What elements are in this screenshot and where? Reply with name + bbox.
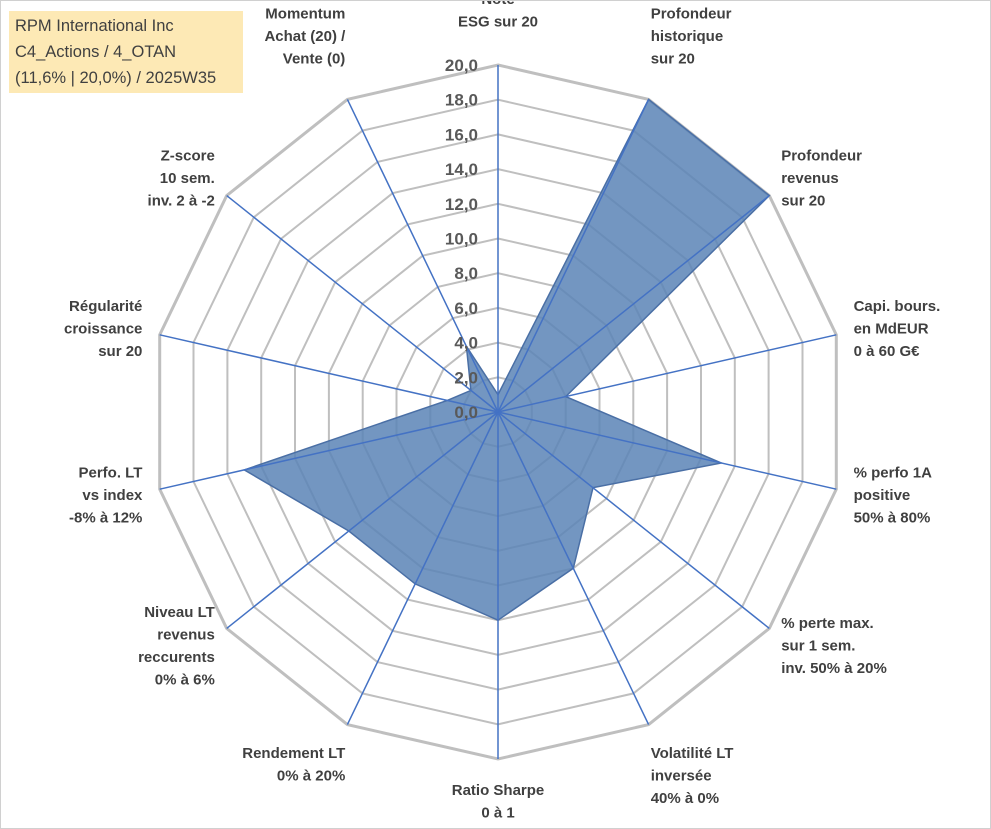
axis-label-line: % perte max. [781,615,874,632]
axis-label-line: Régularité [69,298,142,315]
axis-label-line: Ratio Sharpe [452,782,545,799]
axis-label-line: Profondeur [651,6,732,23]
spoke-line [346,411,499,725]
axis-label: Régularité croissance sur 20 [64,298,142,360]
tick-label: 18,0 [445,91,478,110]
axis-label: Capi. bours. en MdEUR 0 à 60 G€ [854,298,941,360]
tick-label: 10,0 [445,230,478,249]
axis-label-line: Volatilité LT [651,745,734,762]
axis-label: Ratio Sharpe 0 à 1 [452,782,545,822]
axis-label: % perte max. sur 1 sem. inv. 50% à 20% [781,615,887,677]
axis-label: Z-score 10 sem. inv. 2 à -2 [148,147,215,209]
spoke-line [497,195,770,413]
axis-label-line: sur 20 [781,192,825,209]
axis-label-line: Vente (0) [283,51,346,68]
axis-label-line: Momentum [265,6,345,23]
tick-label: 12,0 [445,195,478,214]
info-box: RPM International Inc C4_Actions / 4_OTA… [9,11,243,93]
spoke-line [159,411,499,490]
axis-label-line: sur 20 [98,343,142,360]
axis-label: Volatilité LT inversée 40% à 0% [651,745,734,807]
spoke-line [497,99,650,413]
tick-label: 14,0 [445,160,478,179]
series-area [242,98,771,622]
axis-label-line: revenus [781,170,839,187]
axis-label-line: 0% à 6% [155,671,215,688]
spoke-line [226,411,499,629]
spoke-line [226,195,499,413]
tick-label: 8,0 [454,264,478,283]
tick-label: 16,0 [445,125,478,144]
axis-label: Perfo. LT vs index -8% à 12% [69,465,143,527]
axis-label: % perfo 1A positive 50% à 80% [854,465,933,527]
spoke-line [497,411,837,490]
radar-series [242,98,771,622]
info-box-stats: (11,6% | 20,0%) / 2025W35 [15,69,217,87]
axis-label: Profondeur revenus sur 20 [781,147,862,209]
axis-label: Momentum Achat (20) / Vente (0) [264,6,346,68]
axis-label-line: reccurents [138,649,215,666]
spoke-line [159,334,499,413]
tick-label: 6,0 [454,299,478,318]
spoke-line [497,334,837,413]
axis-label: Niveau LT revenus reccurents 0% à 6% [138,604,215,689]
axis-label-line: en MdEUR [854,320,929,337]
tick-label: 20,0 [445,56,478,75]
axis-label-line: Capi. bours. [854,298,941,315]
axis-label-line: positive [854,487,911,504]
axis-labels: Note ESG sur 20 Profondeur historique sur 20… [64,1,940,822]
spoke-line [346,99,499,413]
axis-label: Note ESG sur 20 [458,1,538,31]
tick-label: 0,0 [454,403,478,422]
axis-label-line: sur 20 [651,51,695,68]
axis-label-line: % perfo 1A [854,465,933,482]
axis-label-line: vs index [82,487,143,504]
axis-label-line: 40% à 0% [651,790,719,807]
axis-label-line: 50% à 80% [854,510,931,527]
axis-label: Rendement LT 0% à 20% [242,745,345,785]
spoke-line [497,411,770,629]
axis-label-line: Z-score [161,147,215,164]
axis-label-line: Niveau LT [144,604,215,621]
axis-label-line: inv. 50% à 20% [781,660,887,677]
axis-label-line: 0 à 60 G€ [854,343,921,360]
axis-label-line: 0 à 1 [481,805,514,822]
axis-label-line: revenus [157,626,215,643]
axis-label-line: historique [651,28,724,45]
axis-label-line: Perfo. LT [79,465,143,482]
info-box-category: C4_Actions / 4_OTAN [15,43,177,61]
axis-label: Profondeur historique sur 20 [651,6,732,68]
axis-label-line: -8% à 12% [69,510,142,527]
axis-label-line: Note [481,1,514,8]
axis-label-line: ESG sur 20 [458,14,538,31]
axis-label-line: 10 sem. [160,170,215,187]
axis-label-line: sur 1 sem. [781,638,855,655]
axis-label-line: Profondeur [781,147,862,164]
axis-label-line: 0% à 20% [277,767,345,784]
axis-label-line: Rendement LT [242,745,345,762]
radar-spokes [159,65,837,759]
spoke-line [497,411,650,725]
axis-label-line: inversée [651,767,712,784]
axis-label-line: croissance [64,320,142,337]
tick-label: 2,0 [454,368,478,387]
info-box-company: RPM International Inc [15,17,174,35]
axis-label-line: Achat (20) / [264,28,346,45]
radial-tick-labels: 0,0 2,0 4,0 6,0 8,0 10,0 12,0 14,0 16,0 18,0 20,0 [445,56,478,422]
axis-label-line: inv. 2 à -2 [148,192,215,209]
tick-label: 4,0 [454,334,478,353]
